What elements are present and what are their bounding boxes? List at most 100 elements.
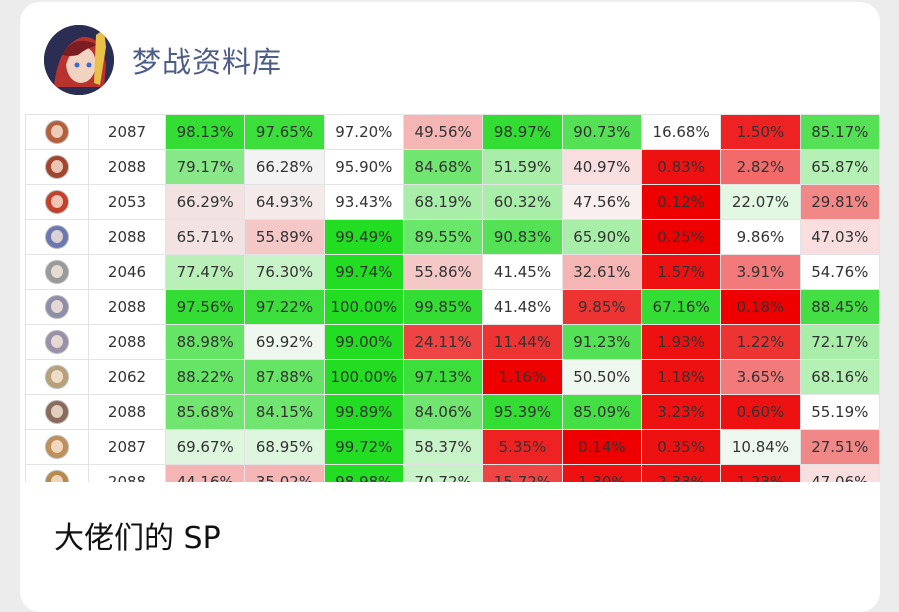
percent-cell: 97.13% [402, 359, 484, 395]
percent-cell: 0.12% [640, 184, 722, 220]
percent-cell: 55.89% [244, 219, 325, 255]
table-row: 2088 79.17% 66.28% 95.90% 84.68% 51.59% 40.97%… [25, 149, 880, 185]
character-head-icon [45, 260, 69, 284]
character-icon-cell [25, 219, 89, 255]
percent-cell: 10.84% [720, 429, 801, 465]
character-icon-cell [25, 149, 89, 185]
row-id-cell: 2088 [88, 149, 166, 185]
percent-cell: 97.56% [164, 289, 246, 325]
table-row: 2088 65.71% 55.89% 99.49% 89.55% 90.83% 65.90%… [25, 219, 880, 255]
percent-cell: 22.07% [720, 184, 801, 220]
anime-character-avatar-icon[interactable] [44, 25, 114, 95]
percent-cell: 99.74% [323, 254, 404, 290]
percent-cell: 0.35% [640, 429, 722, 465]
percent-cell: 3.65% [720, 359, 801, 395]
percent-cell: 90.73% [561, 114, 642, 150]
table-row: 2087 98.13% 97.65% 97.20% 49.56% 98.97% 90.73%… [25, 114, 880, 150]
percent-cell: 95.90% [323, 149, 404, 185]
percent-cell: 32.61% [561, 254, 642, 290]
percent-cell: 41.45% [482, 254, 563, 290]
character-head-icon [45, 365, 69, 389]
percent-cell: 97.20% [323, 114, 404, 150]
percent-cell: 68.19% [402, 184, 484, 220]
row-id-cell: 2088 [88, 219, 166, 255]
percent-cell: 1.30% [561, 464, 642, 482]
percent-cell: 88.22% [164, 359, 246, 395]
percent-cell: 79.17% [164, 149, 246, 185]
percent-cell: 65.87% [799, 149, 880, 185]
percent-cell: 76.30% [244, 254, 325, 290]
percent-cell: 0.14% [561, 429, 642, 465]
percent-cell: 100.00% [323, 359, 404, 395]
character-icon-cell [25, 324, 89, 360]
percent-cell: 95.39% [482, 394, 563, 430]
percent-cell: 69.67% [164, 429, 246, 465]
percent-cell: 72.17% [799, 324, 880, 360]
post-header: 梦战资料库 [44, 24, 282, 96]
percent-cell: 90.83% [482, 219, 563, 255]
post-caption: 大佬们的 SP [54, 521, 221, 556]
percent-cell: 99.72% [323, 429, 404, 465]
percent-cell: 2.82% [720, 149, 801, 185]
percent-cell: 1.16% [482, 359, 563, 395]
table-row: 2087 69.67% 68.95% 99.72% 58.37% 5.35% 0.14% 0.… [25, 429, 880, 465]
percent-cell: 44.16% [164, 464, 246, 482]
percent-cell: 51.59% [482, 149, 563, 185]
percent-cell: 84.15% [244, 394, 325, 430]
percent-cell: 91.23% [561, 324, 642, 360]
percent-cell: 27.51% [799, 429, 880, 465]
percent-cell: 47.03% [799, 219, 880, 255]
character-head-icon [45, 225, 69, 249]
percent-cell: 0.25% [640, 219, 722, 255]
row-id-cell: 2087 [88, 114, 166, 150]
channel-name[interactable]: 梦战资料库 [132, 45, 283, 79]
percent-cell: 3.23% [640, 394, 722, 430]
percent-cell: 11.44% [482, 324, 563, 360]
character-head-icon [45, 155, 69, 179]
percent-cell: 99.00% [323, 324, 404, 360]
percent-cell: 85.68% [164, 394, 246, 430]
table-row: 2088 97.56% 97.22% 100.00% 99.85% 41.48% 9.85%… [25, 289, 880, 325]
percent-cell: 50.50% [561, 359, 642, 395]
percent-cell: 54.76% [799, 254, 880, 290]
percent-cell: 68.16% [799, 359, 880, 395]
row-id-cell: 2046 [88, 254, 166, 290]
percent-cell: 0.83% [640, 149, 722, 185]
percent-cell: 35.02% [244, 464, 325, 482]
character-icon-cell [25, 289, 89, 325]
percent-cell: 15.72% [482, 464, 563, 482]
percent-cell: 2.33% [640, 464, 722, 482]
percent-cell: 24.11% [402, 324, 484, 360]
percent-cell: 85.17% [799, 114, 880, 150]
percent-cell: 47.06% [799, 464, 880, 482]
character-icon-cell [25, 464, 89, 482]
percent-cell: 93.43% [323, 184, 404, 220]
row-id-cell: 2053 [88, 184, 166, 220]
percent-cell: 40.97% [561, 149, 642, 185]
percent-cell: 16.68% [640, 114, 722, 150]
percent-cell: 88.98% [164, 324, 246, 360]
character-head-icon [45, 120, 69, 144]
percent-cell: 69.92% [244, 324, 325, 360]
percent-cell: 58.37% [402, 429, 484, 465]
percent-cell: 1.93% [640, 324, 722, 360]
percent-cell: 70.72% [402, 464, 484, 482]
percent-cell: 64.93% [244, 184, 325, 220]
character-head-icon [45, 470, 69, 482]
percent-cell: 1.57% [640, 254, 722, 290]
percent-cell: 41.48% [482, 289, 563, 325]
table-row: 2062 88.22% 87.88% 100.00% 97.13% 1.16% 50.50%… [25, 359, 880, 395]
character-head-icon [45, 400, 69, 424]
percent-cell: 1.18% [640, 359, 722, 395]
percent-cell: 89.55% [402, 219, 484, 255]
percent-cell: 98.97% [482, 114, 563, 150]
row-id-cell: 2087 [88, 429, 166, 465]
percent-cell: 98.98% [323, 464, 404, 482]
percent-cell: 49.56% [402, 114, 484, 150]
table-row: 2088 85.68% 84.15% 99.89% 84.06% 95.39% 85.09%… [25, 394, 880, 430]
percent-cell: 84.06% [402, 394, 484, 430]
percent-cell: 98.13% [164, 114, 246, 150]
percent-cell: 55.86% [402, 254, 484, 290]
percent-cell: 9.85% [561, 289, 642, 325]
row-id-cell: 2088 [88, 464, 166, 482]
